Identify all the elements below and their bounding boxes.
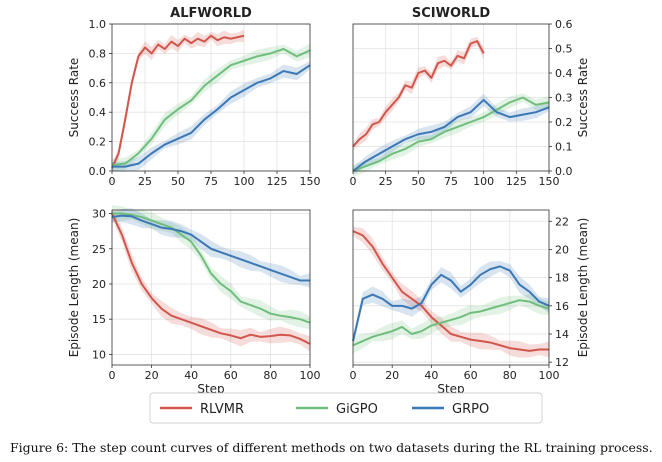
series-line-grpo	[111, 214, 310, 282]
y-tick-label: 0.0	[89, 165, 107, 178]
x-tick-label: 60	[464, 369, 478, 382]
chart-figure: 0 25 50 75 100 125 1500.00.20.40.60.81.0ALFWOR…	[67, 6, 591, 424]
y-tick-label: 0.0	[555, 165, 573, 178]
panel-title: SCIWORLD	[412, 6, 490, 21]
y-tick-label: 1.0	[89, 18, 107, 31]
y-axis-label: Success Rate	[576, 58, 590, 138]
x-tick-label: 100	[300, 369, 321, 382]
series-band-rlvmr	[353, 226, 549, 358]
x-tick-label: 0	[109, 369, 116, 382]
x-tick-label: 75	[444, 175, 458, 188]
y-tick-label: 0.6	[89, 77, 107, 90]
y-tick-label: 16	[555, 300, 569, 313]
figure-caption: Figure 6: The step count curves of diffe…	[10, 440, 653, 455]
series-band-gigpo	[353, 93, 549, 178]
y-tick-label: 18	[555, 272, 569, 285]
y-axis-label: Episode Length (mean)	[67, 218, 81, 358]
legend-box	[149, 392, 543, 424]
x-tick-label: 40	[424, 369, 438, 382]
legend: RLVMR GiGPO GRPO	[149, 392, 543, 424]
x-tick-label: 150	[539, 175, 560, 188]
y-axis-label: Episode Length (mean)	[576, 218, 590, 358]
plot-area	[353, 210, 549, 365]
x-tick-label: 0	[350, 369, 357, 382]
series-line-rlvmr	[352, 40, 485, 148]
x-tick-label: 125	[506, 175, 527, 188]
y-tick-label: 22	[555, 215, 569, 228]
series-line-gigpo	[112, 212, 311, 324]
series-band-rlvmr	[112, 209, 310, 352]
y-tick-label: 0.2	[89, 136, 107, 149]
x-tick-label: 25	[138, 175, 152, 188]
x-tick-label: 40	[184, 369, 198, 382]
series-line-rlvmr	[111, 213, 311, 345]
x-axis-label: Step	[197, 382, 224, 396]
y-tick-label: 20	[92, 278, 106, 291]
legend-label-gigpo: GiGPO	[336, 402, 378, 417]
y-tick-label: 10	[92, 348, 106, 361]
x-tick-label: 100	[473, 175, 494, 188]
series-band-gigpo	[353, 294, 549, 354]
series-line-grpo	[112, 64, 311, 168]
alfworld-length-panel: 0 20 40 60 80 100 10 15 20 25 30 Step Episode Length…	[67, 205, 321, 396]
y-tick-label: 0.2	[555, 116, 573, 129]
plot-frame	[352, 209, 550, 366]
plot-frame	[111, 209, 311, 366]
series-line-rlvmr	[111, 34, 245, 169]
x-tick-label: 100	[539, 369, 560, 382]
x-tick-label: 0	[109, 175, 116, 188]
x-tick-label: 50	[411, 175, 425, 188]
y-tick-label: 0.5	[555, 43, 573, 56]
x-tick-label: 75	[204, 175, 218, 188]
series-line-grpo	[352, 98, 550, 172]
legend-label-rlvmr: RLVMR	[200, 402, 244, 417]
series-line-gigpo	[111, 47, 311, 167]
panel-title: ALFWORLD	[170, 6, 252, 21]
y-tick-label: 20	[555, 243, 569, 256]
series-band-grpo	[353, 261, 549, 347]
alfworld-success-panel: 0 25 50 75 100 125 150 0.0 0.2 0.4 0.6 0.8 1.0 ALFWOR…	[67, 6, 321, 188]
x-tick-label: 80	[263, 369, 277, 382]
y-tick-label: 25	[92, 243, 106, 256]
series-line-rlvmr	[352, 230, 549, 352]
series-line-gigpo	[352, 299, 550, 347]
series-band-grpo	[112, 60, 310, 172]
x-tick-label: 20	[145, 369, 159, 382]
y-tick-label: 15	[92, 313, 106, 326]
x-tick-label: 25	[379, 175, 393, 188]
y-tick-label: 0.4	[555, 67, 573, 80]
y-axis-label: Success Rate	[67, 58, 81, 138]
x-axis-label: Step	[437, 382, 464, 396]
y-tick-label: 14	[555, 328, 569, 341]
x-tick-label: 125	[267, 175, 288, 188]
x-tick-label: 20	[385, 369, 399, 382]
y-tick-label: 0.4	[89, 106, 107, 119]
y-tick-label: 12	[555, 356, 569, 369]
x-tick-label: 0	[350, 175, 357, 188]
series-band-rlvmr	[112, 29, 244, 172]
x-tick-label: 60	[224, 369, 238, 382]
y-tick-label: 0.6	[555, 18, 573, 31]
y-tick-label: 0.1	[555, 141, 573, 154]
series-line-grpo	[352, 265, 550, 342]
x-tick-label: 80	[503, 369, 517, 382]
legend-label-grpo: GRPO	[452, 402, 489, 417]
series-line-gigpo	[352, 96, 550, 172]
x-tick-label: 50	[171, 175, 185, 188]
x-tick-label: 100	[234, 175, 255, 188]
x-tick-label: 150	[300, 175, 321, 188]
y-tick-label: 30	[92, 208, 106, 221]
y-tick-label: 0.3	[555, 92, 573, 105]
y-tick-label: 0.8	[89, 47, 107, 60]
